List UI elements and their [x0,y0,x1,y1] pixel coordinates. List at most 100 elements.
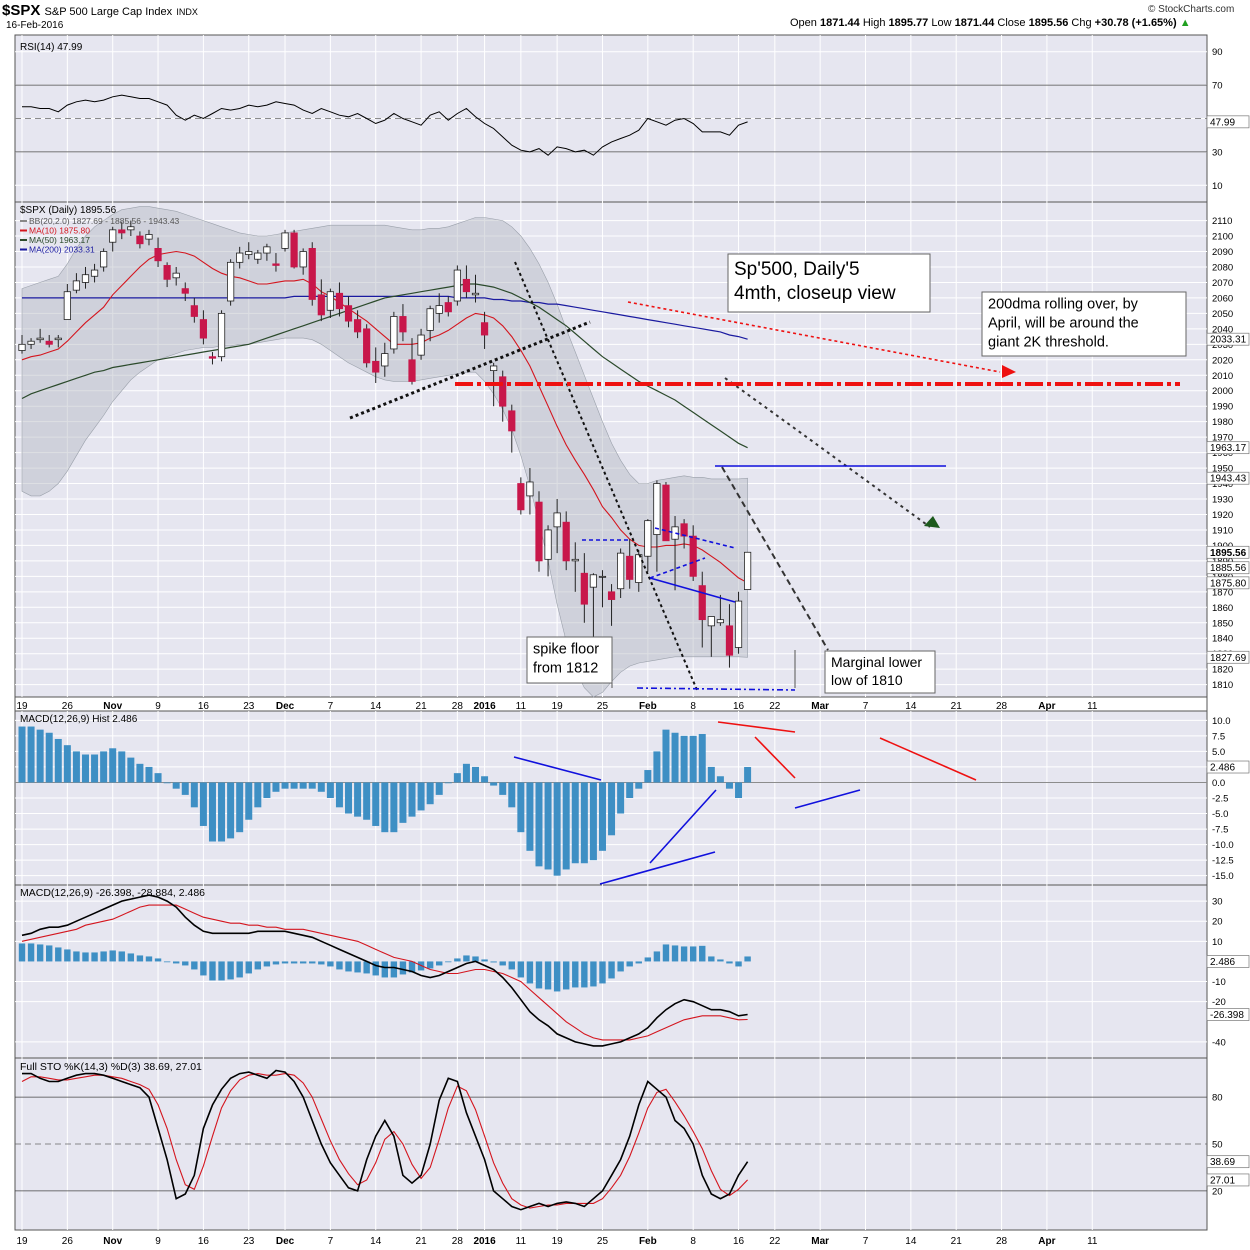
x-tick-label: 7 [863,1236,869,1247]
y-tick-label: -20 [1212,997,1226,1008]
x-tick-label: 22 [769,1236,781,1247]
candle [544,525,552,577]
candle [435,293,443,323]
value-tag-box [1206,545,1250,559]
candle [308,242,316,306]
macd-hist-bar [662,944,670,962]
candle [580,553,588,623]
macd-hist-bar [445,961,452,963]
hist-bar [281,782,289,789]
candle [100,248,108,272]
macd-hist-bar [263,961,271,967]
x-tick-label: Nov [103,701,122,712]
hist-bar [299,782,307,789]
hist-bar [345,782,353,814]
macd-hist-bar [91,952,98,962]
candle [644,519,652,572]
hist-bar [45,732,53,783]
chg-value: +30.78 (+1.65%) [1094,17,1177,29]
candle [399,304,407,342]
candle-body [417,334,425,356]
macd-hist-bar [27,943,35,962]
y-tick-label: 80 [1212,1093,1223,1104]
candle-body [499,376,507,407]
hist-bar [236,782,244,833]
value-tag-box [1206,1008,1250,1021]
macd-hist-bar [55,947,62,962]
ma50-line [21,283,748,449]
macd-hist-bar [82,952,89,962]
candle [517,477,525,515]
hist-bar [617,782,625,814]
y-tick-label: 1870 [1212,587,1233,598]
candle-body [363,328,371,364]
candle-body [36,337,44,341]
value-tag-box [1206,471,1250,485]
value-tag-label: 47.99 [1210,117,1235,128]
y-tick-label: 2000 [1212,386,1233,397]
hist-bar [335,782,343,808]
candle [54,335,62,348]
macd-hist-bar [463,955,470,962]
hist-line [754,736,796,779]
hist-line [717,721,796,733]
candle [245,242,253,260]
macd-hist-bar [699,945,706,962]
hist-label: MACD(12,26,9) Hist 2.486 [20,714,138,725]
hist-bar [598,782,606,851]
hist-bar [744,767,752,783]
red-arrowhead [1002,365,1016,378]
hist-bar [481,776,489,783]
x-tick-label: 8 [690,701,696,712]
hist-bar [417,782,425,811]
y-tick-label: 0.0 [1212,778,1225,789]
macd-y-axis: 30 20 10 -10 -20 -40 [15,897,1226,1048]
rsi-label: RSI(14) 47.99 [20,42,83,53]
value-tag-box [1206,760,1250,774]
x-tick-label: Mar [811,701,829,712]
hist-bar [91,754,99,783]
candle [598,570,607,608]
sto-k-tag: 38.69 [1206,1155,1250,1168]
candle [63,283,71,320]
candle-body [689,535,697,577]
hist-bar [272,782,280,792]
macd-hist-bar [726,961,733,964]
x-tick-label: 11 [516,701,527,712]
x-tick-label: 14 [905,701,917,712]
candle [72,273,81,294]
y-tick-label: 1920 [1212,510,1233,521]
y-tick-label: 7.5 [1212,731,1225,742]
candle-body [598,575,607,578]
candle [90,263,99,283]
candle-body [626,555,634,580]
annotation-box [727,253,931,313]
x-tick-label: 28 [996,1236,1008,1247]
value-tag-box [1206,650,1250,664]
x-tick-label: 19 [552,701,564,712]
macd-hist-bar [535,961,543,989]
candle [635,550,643,592]
macd-hist-bar [717,959,724,962]
y-tick-label: 5.0 [1212,747,1225,758]
macd-hist-bar [599,961,606,984]
candle-body [45,340,53,345]
x-tick-label: Apr [1038,1236,1055,1247]
candle-body [154,248,162,262]
hist-line [513,756,602,781]
candle [172,266,180,286]
hist-bar [18,726,26,783]
annotation-box [981,291,1187,357]
x-tick-label: 21 [416,701,428,712]
x-tick-label: 19 [16,701,28,712]
macd-hist-bar [345,961,352,972]
hist-bar [199,782,207,826]
candle-body [526,481,534,497]
macd-hist-bar [372,961,379,976]
macd-hist-bar [363,961,370,974]
hist-bar [535,782,543,867]
macd-hist-bar [136,955,144,962]
hist-line [599,851,716,885]
hist-bar [218,782,226,842]
candle-body [254,252,262,260]
